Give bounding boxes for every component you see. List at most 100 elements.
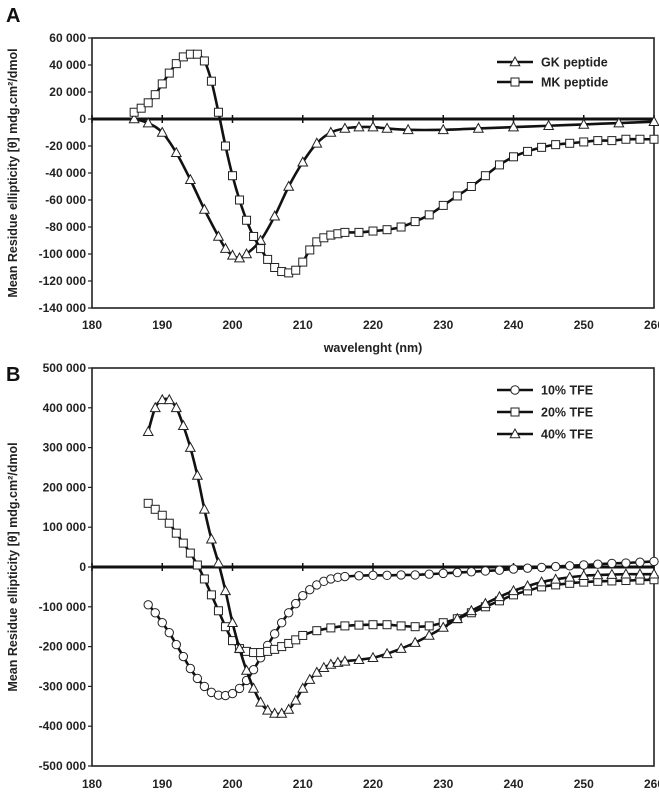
data-point-circle	[635, 557, 645, 567]
data-point-triangle	[219, 242, 232, 253]
data-point-square	[494, 160, 504, 170]
data-point-square	[213, 606, 223, 616]
series-square	[129, 49, 659, 278]
x-tick-label: 200	[222, 318, 242, 332]
data-point-circle	[480, 566, 491, 576]
data-point-square	[593, 136, 603, 146]
y-tick-label: 20 000	[49, 85, 86, 99]
data-point-triangle	[170, 146, 182, 158]
data-point-square	[305, 245, 315, 255]
data-point-circle	[368, 570, 378, 581]
data-point-square	[298, 257, 308, 267]
data-point-square	[340, 227, 350, 237]
data-point-triangle	[507, 121, 520, 132]
data-point-square	[579, 137, 589, 147]
x-tick-label: 180	[82, 318, 102, 332]
data-point-triangle	[542, 119, 555, 131]
data-point-triangle	[233, 642, 246, 653]
y-tick-label: 0	[79, 560, 86, 574]
data-point-triangle	[423, 629, 435, 640]
data-point-triangle	[648, 568, 659, 579]
y-tick-label: -100 000	[39, 600, 87, 614]
y-axis-title: Mean Residue ellipticity [θ] mdg.cm²/dmo…	[6, 442, 20, 691]
data-point-triangle	[297, 156, 309, 167]
data-point-circle	[565, 561, 575, 571]
data-point-square	[382, 620, 392, 630]
data-point-triangle	[578, 569, 590, 581]
data-point-triangle	[550, 573, 562, 584]
data-point-square	[136, 103, 146, 113]
legend-entry: MK peptide	[497, 76, 608, 90]
y-tick-label: 400 000	[43, 401, 87, 415]
legend-label: MK peptide	[541, 76, 608, 90]
data-point-triangle	[479, 597, 492, 608]
data-point-square	[143, 98, 153, 108]
data-point-triangle	[212, 230, 225, 241]
legend-marker-square	[510, 77, 520, 87]
data-point-triangle	[142, 117, 154, 128]
data-point-square	[228, 171, 237, 181]
data-point-square	[452, 191, 462, 201]
data-point-circle	[607, 558, 617, 569]
y-tick-label: -40 000	[45, 166, 86, 180]
y-tick-label: 100 000	[43, 520, 87, 534]
data-point-triangle	[592, 568, 604, 580]
panel-letter: A	[6, 5, 20, 27]
data-point-triangle	[184, 173, 196, 185]
data-point-triangle	[339, 655, 351, 666]
data-point-square	[178, 538, 188, 548]
data-point-triangle	[205, 533, 218, 544]
y-tick-label: -120 000	[39, 274, 87, 288]
data-point-triangle	[226, 249, 239, 260]
data-point-square	[192, 49, 202, 59]
data-point-triangle	[437, 123, 449, 135]
data-point-square	[523, 146, 533, 156]
data-point-square	[424, 210, 434, 220]
data-point-circle	[494, 565, 505, 575]
data-point-square	[157, 79, 167, 89]
data-point-triangle	[535, 576, 548, 587]
data-point-triangle	[353, 653, 365, 665]
x-tick-label: 210	[293, 777, 313, 791]
x-tick-label: 180	[82, 777, 102, 791]
data-point-square	[354, 620, 364, 630]
series-circle	[143, 556, 659, 701]
data-point-triangle	[634, 568, 646, 579]
data-point-circle	[178, 651, 189, 662]
data-point-square	[312, 626, 322, 636]
data-point-circle	[192, 673, 203, 684]
data-point-circle	[452, 567, 462, 578]
data-point-square	[396, 621, 406, 631]
data-point-circle	[579, 560, 589, 570]
data-point-triangle	[620, 568, 632, 579]
y-tick-label: 200 000	[43, 480, 87, 494]
data-point-circle	[354, 571, 364, 581]
data-point-triangle	[226, 616, 239, 628]
data-point-circle	[621, 558, 631, 568]
data-point-circle	[424, 569, 434, 579]
data-point-triangle	[451, 612, 463, 624]
series-line	[146, 397, 656, 716]
data-point-circle	[550, 561, 561, 572]
data-point-circle	[522, 563, 533, 573]
panel-a: A 60 000 40 000 20 000 0 -20 000 -40 000 -60 00…	[6, 5, 659, 355]
data-point-triangle	[465, 604, 477, 616]
data-point-circle	[291, 598, 301, 609]
data-point-triangle	[367, 121, 379, 132]
legend-entry: GK peptide	[497, 56, 608, 70]
data-point-triangle	[325, 126, 337, 137]
legend-marker-triangle	[509, 55, 521, 67]
data-point-square	[410, 622, 420, 632]
data-point-triangle	[381, 647, 393, 659]
data-point-square	[220, 141, 230, 151]
y-tick-label: -400 000	[39, 719, 87, 733]
data-point-circle	[227, 688, 238, 699]
data-point-triangle	[311, 137, 323, 148]
data-point-triangle	[240, 664, 253, 675]
data-point-triangle	[269, 707, 281, 718]
data-point-square	[206, 76, 216, 86]
x-tick-label: 260	[644, 318, 659, 332]
data-point-square	[199, 574, 209, 584]
x-tick-label: 220	[363, 318, 383, 332]
data-point-circle	[150, 608, 160, 618]
